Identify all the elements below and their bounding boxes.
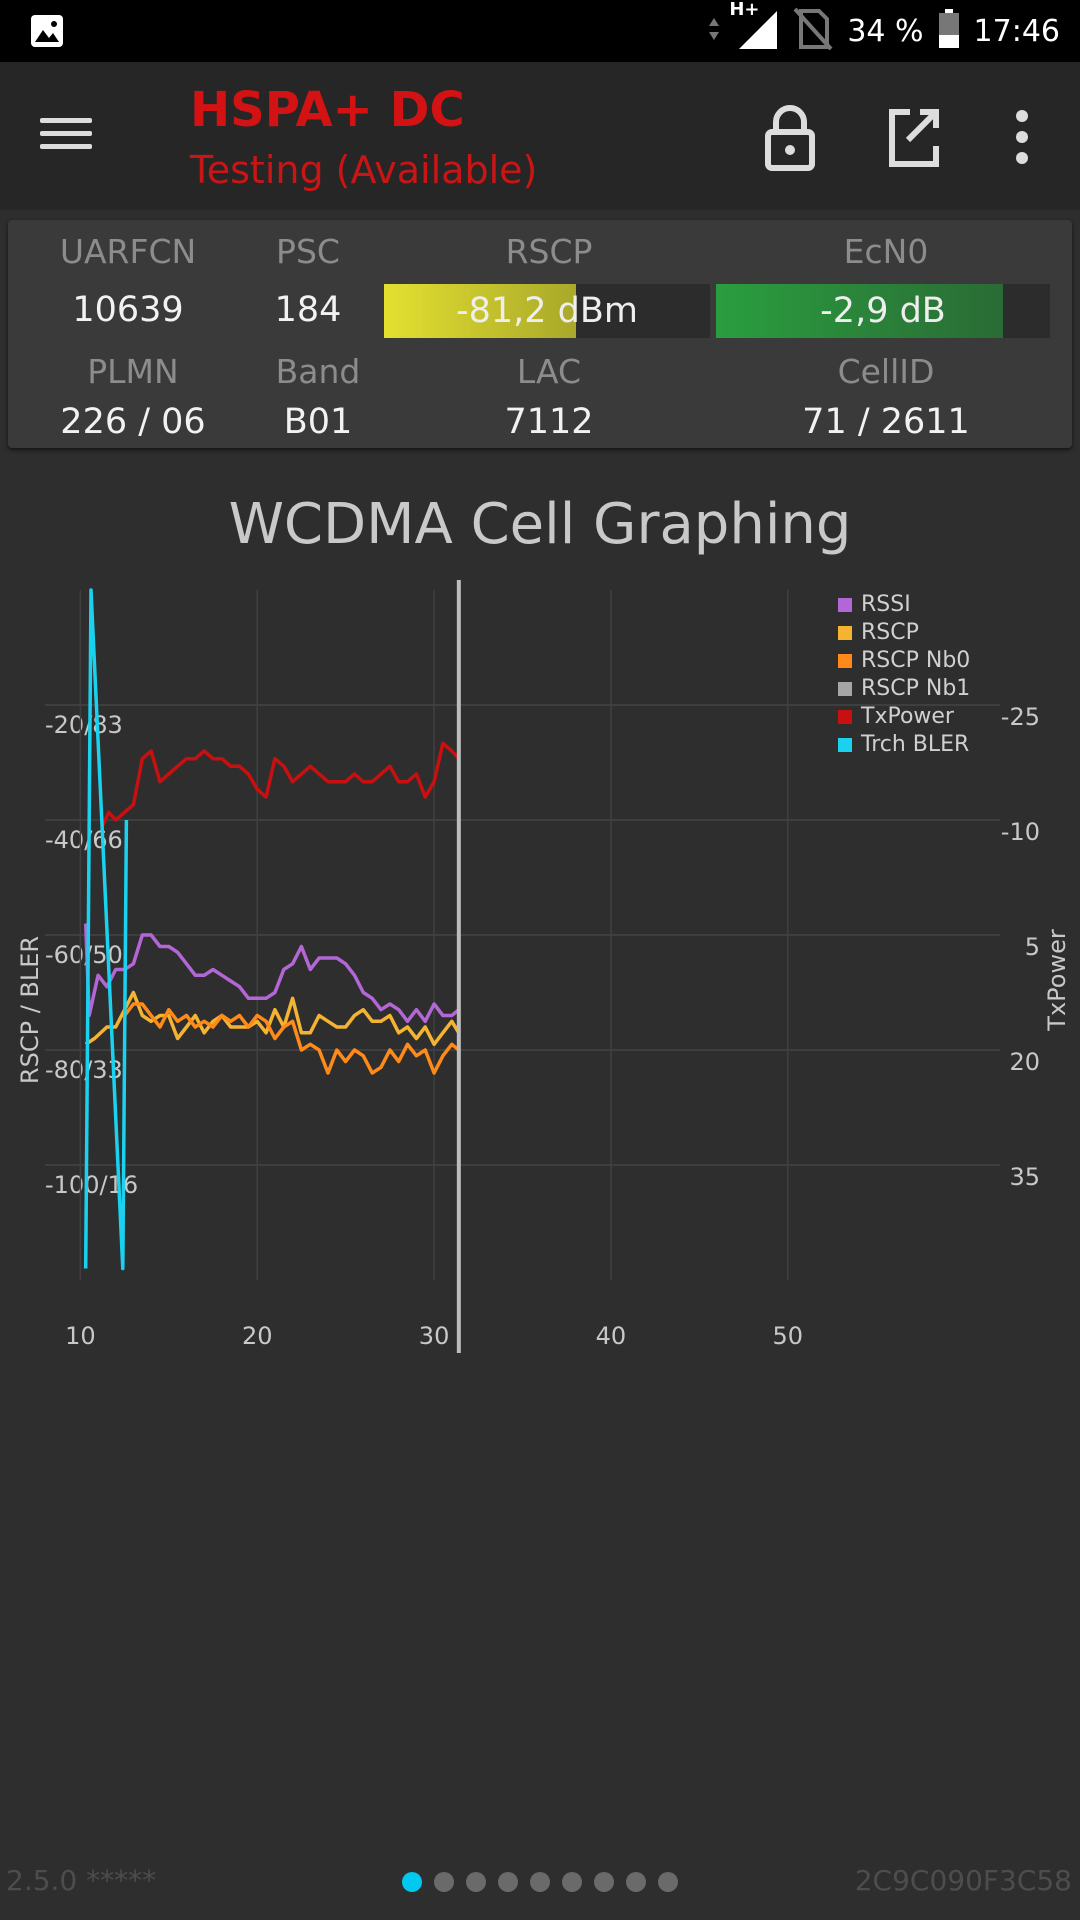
signal-icon: H+ [729,0,779,55]
uarfcn-label: UARFCN [59,232,197,271]
rscp-label: RSCP [505,232,593,271]
app-version: 2.5.0 ***** [6,1864,157,1897]
y-left-tick: -20/83 [45,711,123,739]
page-dot[interactable] [434,1872,454,1892]
x-tick: 20 [242,1322,273,1350]
page-title: HSPA+ DC [190,82,465,138]
ecn0-label: EcN0 [843,232,929,271]
page-dot[interactable] [530,1872,550,1892]
battery-icon [938,9,960,53]
series-line-txpower [100,741,461,829]
page-subtitle: Testing (Available) [190,148,538,192]
series-line-trch-bler [83,588,129,1271]
no-sim-icon [793,7,833,55]
y-left-tick: -80/33 [45,1056,123,1084]
series-line-rscp [84,990,461,1047]
page-dot[interactable] [658,1872,678,1892]
rscp-meter-fill [384,284,577,338]
psc-label: PSC [276,232,340,271]
lac-label: LAC [516,352,582,391]
band-value: B01 [283,402,353,442]
cellid-label: CellID [837,352,935,391]
data-activity-icon [707,14,721,48]
y-right-tick: 5 [1025,933,1040,961]
band-label: Band [275,352,361,391]
network-type-label: H+ [729,0,760,20]
legend-label: RSCP Nb1 [861,676,970,701]
legend-label: TxPower [860,704,955,729]
y-left-tick: -60/50 [45,941,123,969]
legend-swatch [838,654,852,668]
y-right-tick: 20 [1009,1048,1040,1076]
page-dot[interactable] [466,1872,486,1892]
menu-icon[interactable] [40,110,92,162]
y-right-tick: 35 [1009,1163,1040,1191]
clock: 17:46 [973,13,1060,49]
y-right-axis-label: TxPower [1043,929,1071,1032]
series-line-rssi [83,923,460,1024]
plmn-value: 226 / 06 [60,402,206,442]
cell-info-panel: UARFCN PSC RSCP EcN0 10639 184 -81,2 dBm… [8,220,1072,448]
rscp-value: -81,2 dBm [455,291,638,331]
y-left-axis-label: RSCP / BLER [16,936,44,1084]
ecn0-meter: -2,9 dB [716,284,1050,338]
legend-swatch [838,710,852,724]
page-dot[interactable] [562,1872,582,1892]
plmn-label: PLMN [87,352,179,391]
device-id: 2C9C090F3C58 [854,1864,1072,1897]
legend-swatch [838,682,852,696]
legend-swatch [838,598,852,612]
ecn0-value: -2,9 dB [820,291,946,331]
x-tick: 40 [596,1322,627,1350]
open-external-icon[interactable] [884,102,944,172]
y-left-tick: -40/66 [45,826,123,854]
legend-label: RSCP [861,620,919,645]
lock-icon[interactable] [760,102,820,172]
more-vert-icon[interactable] [1000,102,1044,172]
page-dot[interactable] [402,1872,422,1892]
y-right-tick: -10 [1001,818,1040,846]
legend-label: RSCP Nb0 [861,648,970,673]
psc-value: 184 [274,290,342,330]
x-tick: 50 [773,1322,804,1350]
page-indicator[interactable] [0,1872,1080,1892]
legend-swatch [838,626,852,640]
uarfcn-value: 10639 [72,290,184,330]
status-bar: H+ 34 % 17:46 [0,0,1080,62]
legend-label: RSSI [861,592,911,617]
cell-graph[interactable]: -20/83-40/66-60/50-80/33-100/16-25-10520… [0,580,1080,1580]
rscp-meter: -81,2 dBm [384,284,710,338]
legend-swatch [838,738,852,752]
page-dot[interactable] [498,1872,518,1892]
page-dot[interactable] [626,1872,646,1892]
y-right-tick: -25 [1001,703,1040,731]
series-line-rscp-nb0 [123,1002,460,1075]
battery-percent: 34 % [847,13,924,49]
legend-label: Trch BLER [860,732,969,757]
page-dot[interactable] [594,1872,614,1892]
chart-title: WCDMA Cell Graphing [228,492,852,557]
x-tick: 30 [419,1322,450,1350]
cellid-value: 71 / 2611 [802,402,970,442]
app-bar: HSPA+ DC Testing (Available) [0,62,1080,210]
x-tick: 10 [65,1322,96,1350]
gallery-notification-icon [30,14,64,48]
ecn0-meter-fill [716,284,1004,338]
lac-value: 7112 [504,402,594,442]
